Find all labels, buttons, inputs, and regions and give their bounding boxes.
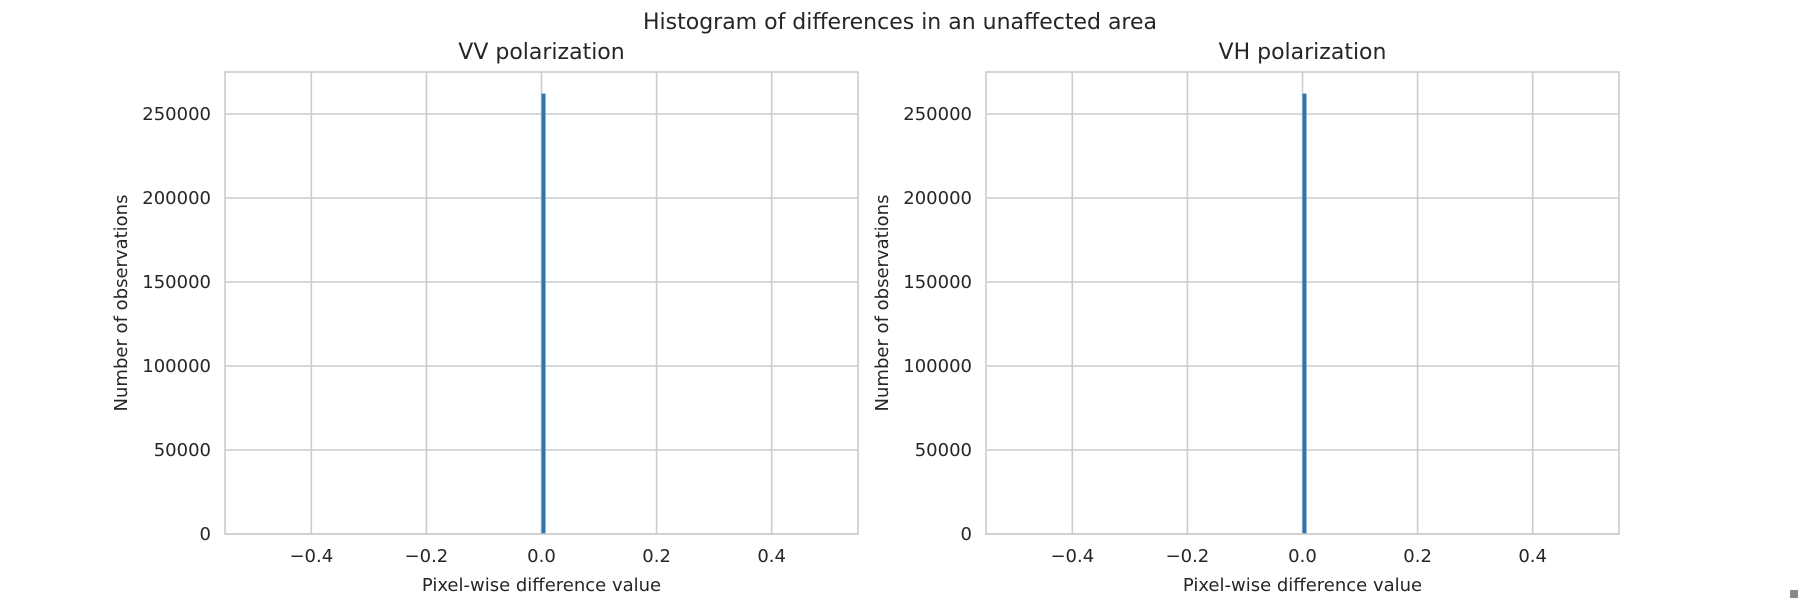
y-axis-label: Number of observations: [111, 195, 132, 412]
y-axis-label: Number of observations: [872, 195, 893, 412]
x-axis-label: Pixel-wise difference value: [1183, 575, 1422, 596]
figure-suptitle: Histogram of differences in an unaffecte…: [643, 10, 1157, 35]
x-tick-label: 0.0: [1288, 546, 1317, 567]
histogram-bar: [541, 93, 546, 534]
axes-title: VH polarization: [1219, 40, 1387, 65]
x-tick-label: 0.0: [527, 546, 556, 567]
x-tick-label: −0.4: [1050, 546, 1094, 567]
x-tick-label: −0.2: [405, 546, 449, 567]
y-tick-label: 250000: [142, 104, 211, 125]
y-tick-label: 100000: [903, 356, 972, 377]
y-tick-label: 50000: [915, 440, 972, 461]
y-tick-label: 0: [200, 524, 211, 545]
y-tick-label: 200000: [142, 188, 211, 209]
histogram-panel-2: −0.4 −0.2 0.0 0.2 0.4 0 50000 100000 150000 20000…: [872, 40, 1620, 596]
x-tick-label: 0.4: [757, 546, 786, 567]
x-tick-label: 0.2: [1403, 546, 1432, 567]
x-tick-label: 0.2: [642, 546, 671, 567]
axes-frame: [985, 71, 1620, 535]
x-tick-label: −0.4: [289, 546, 333, 567]
y-tick-label: 250000: [903, 104, 972, 125]
axes-frame: [224, 71, 859, 535]
x-tick-label: 0.4: [1518, 546, 1547, 567]
histogram-bar: [1302, 93, 1307, 534]
y-tick-label: 150000: [903, 272, 972, 293]
y-tick-label: 100000: [142, 356, 211, 377]
y-tick-label: 200000: [903, 188, 972, 209]
x-tick-label: −0.2: [1166, 546, 1210, 567]
axes-title: VV polarization: [458, 40, 624, 65]
y-tick-label: 0: [961, 524, 972, 545]
histogram-panel-1: −0.4 −0.2 0.0 0.2 0.4 0 50000 100000 150000 20000…: [111, 40, 859, 596]
resize-handle-icon: [1790, 590, 1798, 598]
histogram-panels: −0.4 −0.2 0.0 0.2 0.4 0 50000 100000 150000 20000…: [111, 40, 1620, 596]
x-axis-label: Pixel-wise difference value: [422, 575, 661, 596]
y-tick-label: 150000: [142, 272, 211, 293]
y-tick-label: 50000: [154, 440, 211, 461]
